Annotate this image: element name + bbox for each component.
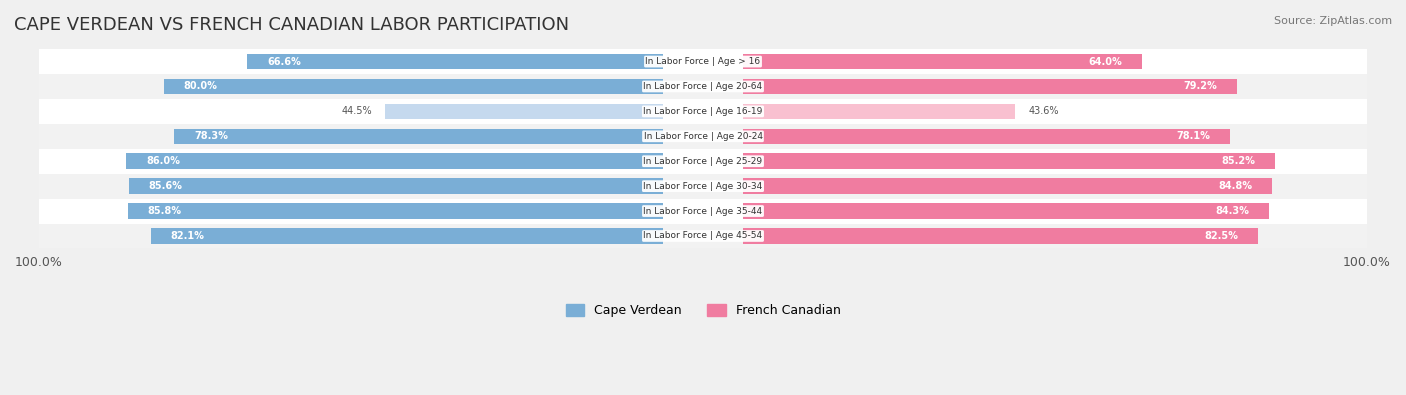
Bar — [742, 54, 1142, 69]
Text: 78.3%: 78.3% — [194, 131, 228, 141]
Text: 85.8%: 85.8% — [148, 206, 181, 216]
Bar — [742, 228, 1258, 244]
Bar — [163, 79, 664, 94]
Text: In Labor Force | Age 30-34: In Labor Force | Age 30-34 — [644, 182, 762, 191]
Text: In Labor Force | Age 16-19: In Labor Force | Age 16-19 — [644, 107, 762, 116]
Bar — [39, 49, 1367, 74]
Text: In Labor Force | Age 20-64: In Labor Force | Age 20-64 — [644, 82, 762, 91]
Text: In Labor Force | Age 45-54: In Labor Force | Age 45-54 — [644, 231, 762, 241]
Bar — [742, 154, 1275, 169]
Text: In Labor Force | Age 25-29: In Labor Force | Age 25-29 — [644, 157, 762, 166]
Text: 43.6%: 43.6% — [1028, 106, 1059, 117]
Text: In Labor Force | Age 20-24: In Labor Force | Age 20-24 — [644, 132, 762, 141]
Text: 66.6%: 66.6% — [267, 56, 301, 66]
Text: 44.5%: 44.5% — [342, 106, 373, 117]
Bar — [742, 179, 1272, 194]
Bar — [39, 224, 1367, 248]
Text: 78.1%: 78.1% — [1177, 131, 1211, 141]
Bar — [39, 149, 1367, 174]
Text: In Labor Force | Age > 16: In Labor Force | Age > 16 — [645, 57, 761, 66]
Bar — [39, 199, 1367, 224]
Bar — [742, 129, 1230, 144]
Bar — [39, 174, 1367, 199]
Legend: Cape Verdean, French Canadian: Cape Verdean, French Canadian — [561, 299, 845, 322]
Text: CAPE VERDEAN VS FRENCH CANADIAN LABOR PARTICIPATION: CAPE VERDEAN VS FRENCH CANADIAN LABOR PA… — [14, 16, 569, 34]
Text: 85.2%: 85.2% — [1220, 156, 1254, 166]
Bar — [742, 203, 1270, 219]
Bar — [39, 99, 1367, 124]
Bar — [150, 228, 664, 244]
Text: In Labor Force | Age 35-44: In Labor Force | Age 35-44 — [644, 207, 762, 216]
Text: 82.5%: 82.5% — [1204, 231, 1237, 241]
Bar — [129, 179, 664, 194]
Bar — [39, 124, 1367, 149]
Text: 86.0%: 86.0% — [146, 156, 180, 166]
Bar — [742, 103, 1015, 119]
Bar — [174, 129, 664, 144]
Bar — [742, 79, 1237, 94]
Text: 64.0%: 64.0% — [1088, 56, 1122, 66]
Bar — [247, 54, 664, 69]
Text: 80.0%: 80.0% — [184, 81, 218, 92]
Bar — [385, 103, 664, 119]
Bar — [39, 74, 1367, 99]
Bar — [127, 154, 664, 169]
Text: 79.2%: 79.2% — [1184, 81, 1218, 92]
Text: 85.6%: 85.6% — [149, 181, 183, 191]
Text: Source: ZipAtlas.com: Source: ZipAtlas.com — [1274, 16, 1392, 26]
Text: 84.3%: 84.3% — [1215, 206, 1249, 216]
Text: 84.8%: 84.8% — [1218, 181, 1253, 191]
Bar — [128, 203, 664, 219]
Text: 82.1%: 82.1% — [170, 231, 204, 241]
